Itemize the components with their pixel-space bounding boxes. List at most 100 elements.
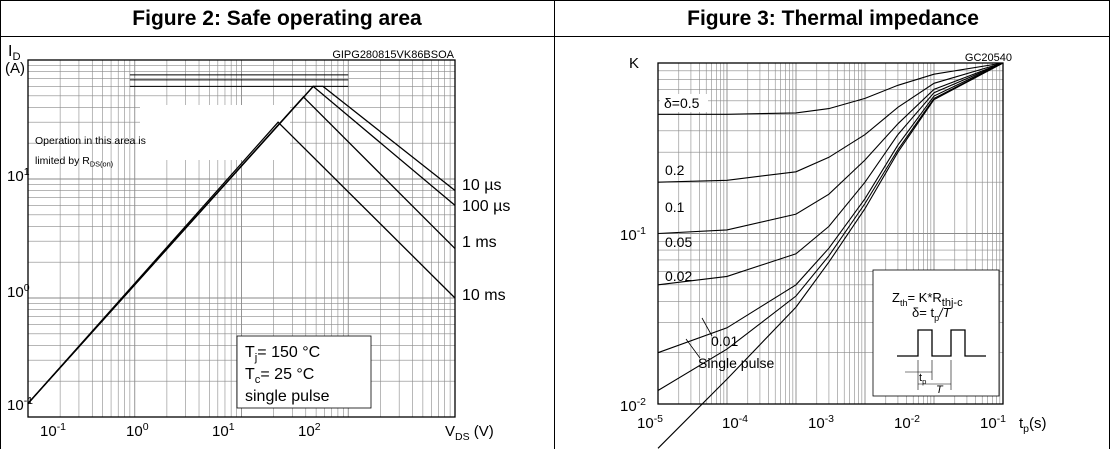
zth-x-tick-label-exp: -4 (739, 413, 748, 425)
soa-figure-code: GIPG280815VK86BSOA (332, 49, 454, 61)
zth-tp-label-sub: p (922, 377, 926, 386)
soa-x-tick-label-exp: -1 (57, 421, 66, 433)
zth-y-tick-label-exp: -1 (637, 225, 646, 237)
soa-legend-line: Tj= 150 °C (245, 344, 320, 364)
soa-curve (27, 121, 456, 404)
soa-curve-label: 1 ms (462, 234, 497, 251)
zth-y-tick-label-base: 10 (620, 398, 637, 415)
soa-legend-box (236, 335, 372, 409)
soa-annotation-line2-base: limited by R (35, 155, 90, 167)
zth-x-tick-label: 10-1 (980, 413, 1006, 432)
soa-x-tick-label-base: 10 (212, 423, 229, 440)
soa-x-tick-label-base: 10 (126, 423, 143, 440)
zth-curve (657, 62, 1004, 449)
zth-x-tick-label-exp: -5 (654, 413, 663, 425)
soa-y-tick-label-exp: -1 (24, 395, 33, 407)
zth-curve-label: δ=0.5 (664, 95, 700, 111)
soa-x-tick-label: 101 (212, 421, 235, 440)
zth-curve (657, 62, 1004, 354)
soa-y-tick-label: 100 (7, 282, 30, 301)
zth-formula-sub: th (900, 298, 908, 308)
zth-curve-label: 0.05 (665, 234, 692, 250)
zth-x-tick-label-base: 10 (808, 415, 825, 432)
soa-curve-label: 10 µs (462, 177, 501, 194)
zth-tp-label-base: t (919, 372, 922, 384)
soa-xlabel-base: V (445, 423, 455, 440)
soa-y-tick-label-base: 10 (7, 284, 24, 301)
soa-ylabel: ID (8, 43, 21, 63)
zth-xlabel-base: t (1019, 415, 1024, 432)
soa-annotation-line1: Operation in this area is (35, 135, 146, 147)
zth-curve (658, 62, 1004, 115)
soa-ylabel-sub: D (12, 51, 20, 63)
figure-3-title: Figure 3: Thermal impedance (687, 7, 979, 30)
title-rule (0, 36, 1110, 37)
zth-x-tick-label-exp: -2 (911, 413, 920, 425)
zth-formula-mid: = K*R (907, 290, 941, 305)
zth-formula2-base: δ= t (912, 305, 934, 320)
soa-y-tick-label: 10-1 (7, 395, 33, 414)
zth-curve-label: 0.2 (665, 162, 685, 178)
zth-xlabel: tp(s) (1019, 415, 1047, 435)
soa-legend-line: single pulse (245, 388, 330, 405)
soa-x-tick-label-exp: 1 (229, 421, 235, 433)
zth-x-tick-label-exp: -1 (997, 413, 1006, 425)
zth-x-tick-label-base: 10 (637, 415, 654, 432)
zth-formula-box (872, 269, 1000, 397)
zth-y-tick-label-base: 10 (620, 227, 637, 244)
soa-legend-line-sub: c (255, 374, 261, 386)
soa-x-tick-label-base: 10 (40, 423, 57, 440)
zth-curve-label: Single pulse (698, 355, 774, 371)
soa-x-tick-label: 10-1 (40, 421, 66, 440)
soa-annotation-line2: limited by RDS(on) (35, 155, 113, 169)
soa-y-tick-label: 101 (7, 166, 30, 185)
zth-x-tick-label-base: 10 (980, 415, 997, 432)
zth-formula2-rest: /T (938, 305, 952, 320)
zth-x-tick-label: 10-2 (894, 413, 920, 432)
zth-x-tick-label: 10-5 (637, 413, 663, 432)
soa-legend-line-base: T (245, 366, 255, 383)
soa-ylabel-unit: (A) (5, 60, 25, 77)
soa-x-tick-label-base: 10 (298, 423, 315, 440)
soa-annotation-bg (140, 105, 290, 160)
soa-legend-line-sub: j (254, 352, 258, 364)
soa-xlabel-rest: (V) (470, 423, 494, 440)
zth-leader-001 (701, 317, 713, 337)
zth-y-tick-label: 10-1 (620, 225, 646, 244)
soa-legend-line-base: T (245, 344, 255, 361)
zth-formula2-sub: p (934, 313, 939, 323)
soa-legend-line-rest: = 25 °C (260, 366, 314, 383)
soa-x-tick-label-exp: 0 (143, 421, 149, 433)
zth-x-tick-label-base: 10 (894, 415, 911, 432)
zth-curve-label: 0.02 (665, 268, 692, 284)
zth-curve-label: 0.1 (665, 199, 685, 215)
zth-curve (657, 62, 1004, 183)
soa-legend-line: Tc= 25 °C (245, 366, 314, 386)
zth-curve-label: 0.01 (711, 333, 738, 349)
zth-x-tick-label-exp: -3 (825, 413, 834, 425)
zth-ylabel: K (629, 55, 639, 72)
zth-formula-line1: Zth= K*Rthj-c (892, 290, 963, 309)
zth-tp-label: tp (919, 372, 926, 386)
zth-T-label: T (936, 384, 944, 396)
soa-y-tick-label-base: 10 (7, 397, 24, 414)
figure-divider (554, 0, 555, 449)
zth-label-bg (660, 94, 708, 112)
zth-curve (657, 62, 1004, 235)
soa-legend-line-rest: = 150 °C (257, 344, 320, 361)
soa-xlabel: VDS (V) (445, 423, 494, 443)
zth-pulse-waveform (897, 329, 986, 357)
soa-x-tick-label: 100 (126, 421, 149, 440)
soa-plot-border (27, 59, 456, 418)
top-rule (0, 0, 1110, 1)
zth-formula-sub2: thj-c (942, 297, 963, 309)
soa-x-tick-label: 102 (298, 421, 321, 440)
zth-curve (657, 62, 1004, 286)
soa-y-tick-label-exp: 0 (24, 282, 30, 294)
zth-y-tick-label: 10-2 (620, 396, 646, 415)
soa-y-tick-label-base: 10 (7, 168, 24, 185)
soa-curve (27, 95, 456, 404)
